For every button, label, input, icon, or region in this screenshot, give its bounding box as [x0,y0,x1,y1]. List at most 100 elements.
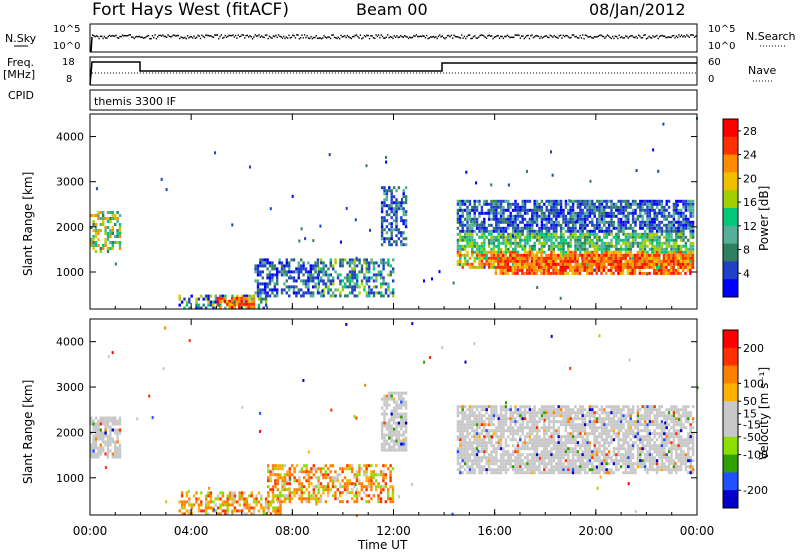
echo-cell [499,456,503,460]
echo-cell [547,268,550,272]
echo-cell [665,268,668,272]
echo-cell [521,414,524,418]
echo-cell [351,279,354,283]
echo-cell [90,431,93,435]
echo-cell [385,189,389,193]
echo-cell [533,202,536,206]
echo-cell [571,217,575,221]
echo-cell [257,509,261,513]
echo-cell [528,250,532,254]
echo-cell [475,208,479,212]
echo-cell [385,394,389,398]
echo-cell [583,214,587,218]
echo-cell [588,241,592,245]
echo-cell [567,211,570,215]
echo-cell [183,500,186,504]
echo-cell [332,294,335,298]
echo-cell [365,494,368,498]
nsky-point [108,34,111,37]
echo-cell [230,299,234,303]
echo-cell [504,241,508,245]
echo-cell [626,259,630,263]
echo-cell [293,476,296,480]
echo-cell [665,250,668,254]
echo-cell [400,403,403,407]
echo-cell [283,479,287,483]
echo-cell [691,223,695,227]
echo-cell [607,259,610,263]
echo-cell [463,444,467,448]
echo-cell [305,467,308,471]
echo-cell [555,214,558,218]
echo-cell [334,261,337,265]
echo-cell [473,220,476,224]
echo-cell [651,250,654,254]
echo-cell [90,455,93,459]
nsky-point [159,34,161,37]
echo-cell [392,400,396,404]
echo-cell [315,467,318,471]
nsky-point [335,37,337,39]
echo-cell [679,220,683,224]
echo-cell [559,247,563,251]
echo-cell [597,259,601,263]
echo-cell [665,235,668,239]
nsky-point [592,37,594,39]
echo-cell [463,417,467,421]
echo-cell [670,226,673,230]
echo-cell [571,223,575,227]
echo-cell [264,282,267,286]
echo-cell [487,209,490,212]
echo-cell [483,199,486,203]
echo-cell [320,261,323,265]
echo-cell [622,238,625,242]
echo-cell [490,256,493,260]
echo-cell [473,420,476,424]
nsky-point [422,35,424,37]
echo-cell [615,247,618,251]
echo-cell [509,259,512,263]
echo-cell [569,241,572,245]
echo-cell [207,297,210,301]
echo-cell [358,494,361,498]
echo-cell [631,226,635,230]
echo-cell [385,406,389,410]
echo-cell [509,417,512,421]
echo-cell [579,226,582,230]
echo-cell [662,122,665,126]
nsky-point [384,37,386,39]
echo-cell [248,506,251,510]
nave-tick-top: 60 [708,57,721,68]
nsky-point [467,34,469,36]
echo-cell [382,276,385,280]
echo-cell [589,179,592,183]
echo-cell [533,244,536,248]
echo-cell [521,265,524,269]
echo-cell [657,256,661,260]
echo-cell [324,264,328,268]
echo-cell [499,214,503,218]
echo-cell [209,300,213,304]
echo-cell [471,241,474,245]
echo-cell [603,199,606,203]
echo-cell [526,223,529,227]
echo-cell [473,211,476,215]
nsky-point [602,35,605,38]
echo-cell [492,247,496,251]
echo-cell [485,450,488,454]
nsky-point [175,35,177,37]
nsky-point [218,37,220,40]
echo-cell [542,268,546,272]
echo-cell [226,299,229,303]
echo-cell [540,232,544,236]
echo-cell [473,435,476,439]
echo-cell [579,262,582,266]
echo-cell [390,195,393,199]
nsky-point [411,36,414,39]
echo-cell [111,247,114,250]
echo-cell [243,500,246,504]
nsky-point [667,36,670,38]
echo-cell [571,220,575,224]
nsky-point [448,34,450,37]
echo-cell [483,444,486,448]
